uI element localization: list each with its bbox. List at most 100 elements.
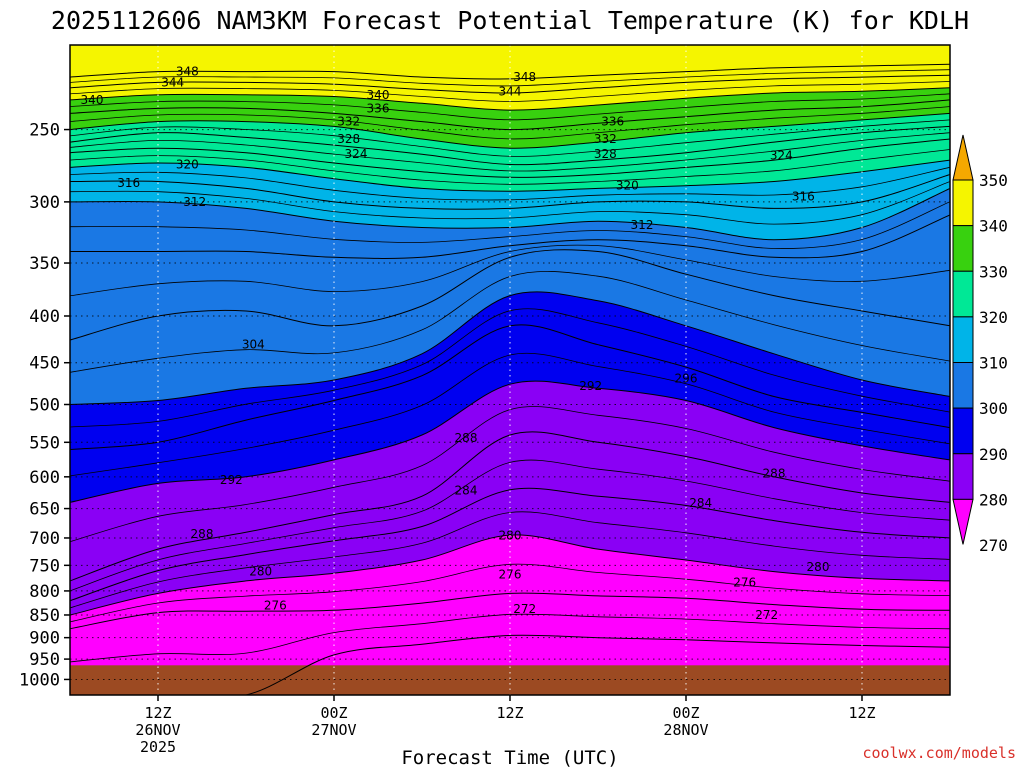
- contour-label-29: 280: [499, 529, 522, 543]
- isentrope-344: [70, 74, 950, 94]
- isentrope-340: [70, 87, 950, 111]
- isentrope-304: [70, 249, 950, 341]
- colorbar: 350 340 330 320 310 300 290 280 270: [952, 134, 1008, 555]
- contour-label-6: 328: [337, 132, 360, 146]
- colorbar-label-290: 290: [979, 445, 1008, 464]
- contour-label-19: 312: [631, 218, 654, 232]
- isentrope-308: [70, 214, 950, 259]
- contour-label-30: 280: [807, 560, 830, 574]
- contour-label-14: 332: [594, 132, 617, 146]
- contour-label-10: 312: [183, 195, 206, 209]
- x-tick-label-0: 12Z: [144, 704, 171, 722]
- contour-label-15: 328: [594, 147, 617, 161]
- contour-label-20: 304: [242, 338, 265, 352]
- isentrope-332: [70, 112, 950, 149]
- contour-label-31: 280: [249, 565, 272, 579]
- contour-label-18: 316: [792, 190, 815, 204]
- y-tick-label-250: 250: [29, 121, 60, 141]
- contour-label-16: 324: [770, 149, 793, 163]
- x-tick-year-0: 2025: [140, 738, 176, 756]
- x-tick-date-0: 26NOV: [135, 721, 180, 739]
- contour-label-35: 272: [513, 602, 536, 616]
- contour-label-4: 336: [367, 101, 390, 115]
- isentrope-316: [70, 174, 950, 210]
- y-tick-label-550: 550: [29, 433, 60, 453]
- grid-lines: [70, 45, 950, 695]
- colorbar-cap-bottom: [952, 498, 974, 545]
- x-tick-label-3: 00Z: [672, 704, 699, 722]
- isentrope-306: [70, 244, 950, 297]
- isentrope-310: [70, 201, 950, 249]
- contour-label-2: 340: [81, 93, 104, 107]
- isentrope-276: [70, 592, 950, 630]
- colorbar-label-320: 320: [979, 308, 1008, 327]
- isentrope-290: [70, 406, 950, 543]
- colorbar-label-330: 330: [979, 262, 1008, 281]
- chart-title: 2025112606 NAM3KM Forecast Potential Tem…: [51, 6, 969, 35]
- contour-label-3: 340: [367, 88, 390, 102]
- contour-label-27: 284: [455, 483, 478, 497]
- contour-label-13: 336: [601, 115, 624, 129]
- contour-label-36: 272: [755, 608, 778, 622]
- x-tick-date-1: 27NOV: [311, 721, 356, 739]
- isentrope-314: [70, 181, 950, 225]
- contour-label-21: 296: [675, 371, 698, 385]
- isentrope-346: [70, 69, 950, 87]
- isentrope-278: [70, 563, 950, 623]
- x-tick-label-2: 12Z: [496, 704, 523, 722]
- colorbar-swatch-340: [952, 179, 974, 227]
- y-tick-label-300: 300: [29, 193, 60, 213]
- credit: coolwx.com/models: [862, 744, 1016, 762]
- colorbar-swatch-280: [952, 453, 974, 500]
- contour-label-17: 320: [616, 179, 639, 193]
- isentrope-288: [70, 431, 950, 582]
- colorbar-label-280: 280: [979, 490, 1008, 509]
- y-axis: 250 300 350 400 450 500 550 600 650 700 750 800 850 9…: [19, 121, 70, 690]
- y-tick-label-500: 500: [29, 396, 60, 416]
- y-tick-label-750: 750: [29, 556, 60, 576]
- y-tick-label-600: 600: [29, 468, 60, 488]
- contour-label-32: 276: [499, 568, 522, 582]
- isentrope-284: [70, 487, 950, 602]
- contour-label-12: 344: [499, 84, 522, 98]
- isentrope-320: [70, 159, 950, 192]
- y-tick-label-700: 700: [29, 529, 60, 549]
- contour-label-26: 288: [191, 527, 214, 541]
- contour-label-8: 320: [176, 157, 199, 171]
- y-tick-label-1000: 1000: [19, 670, 60, 690]
- isentrope-286: [70, 459, 950, 592]
- x-tick-date-3: 28NOV: [663, 721, 708, 739]
- contour-label-7: 324: [345, 147, 368, 161]
- y-tick-label-950: 950: [29, 650, 60, 670]
- contour-label-1: 344: [161, 75, 184, 89]
- isentrope-300: [70, 291, 950, 405]
- isentrope-322: [70, 149, 950, 185]
- x-tick-label-1: 00Z: [320, 704, 347, 722]
- isentrope-298: [70, 308, 950, 428]
- contour-label-28: 284: [689, 496, 712, 510]
- x-axis-label: Forecast Time (UTC): [401, 747, 618, 768]
- y-tick-label-850: 850: [29, 606, 60, 626]
- isentrope-274: [70, 613, 950, 663]
- colorbar-swatch-310: [952, 316, 974, 363]
- contour-label-9: 316: [117, 176, 140, 190]
- colorbar-swatch-320: [952, 270, 974, 318]
- contour-label-34: 276: [264, 599, 287, 613]
- y-tick-label-800: 800: [29, 582, 60, 602]
- colorbar-swatch-290: [952, 407, 974, 455]
- colorbar-swatch-300: [952, 362, 974, 409]
- colorbar-label-300: 300: [979, 399, 1008, 418]
- contour-label-23: 292: [220, 473, 243, 487]
- isentrope-272: [70, 634, 950, 695]
- colorbar-label-340: 340: [979, 217, 1008, 236]
- colorbar-label-270: 270: [979, 536, 1008, 555]
- contour-label-25: 288: [763, 467, 786, 481]
- y-tick-label-900: 900: [29, 629, 60, 649]
- y-tick-label-400: 400: [29, 307, 60, 327]
- colorbar-swatch-330: [952, 225, 974, 272]
- isentrope-294: [70, 352, 950, 477]
- isentrope-326: [70, 132, 950, 172]
